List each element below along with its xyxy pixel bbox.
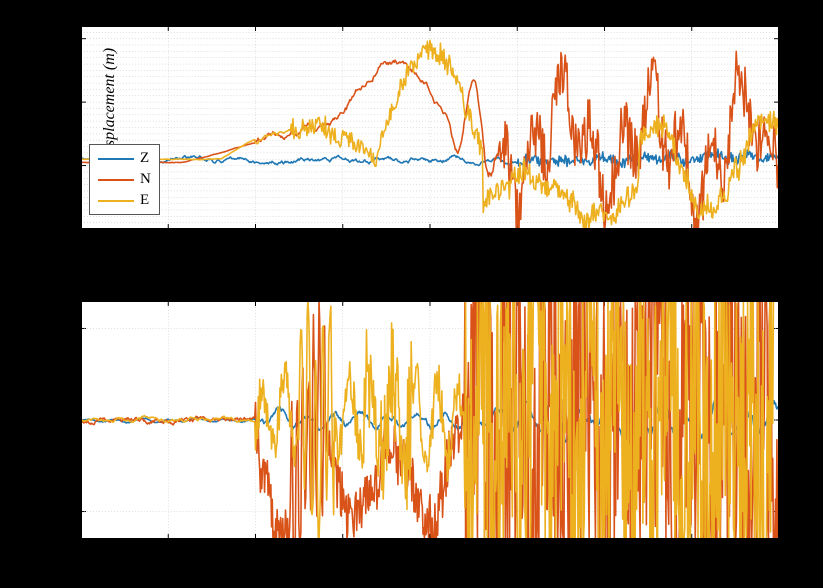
legend-label-z: Z bbox=[140, 150, 149, 167]
bottom-data-lines bbox=[81, 301, 779, 539]
legend-box: Z N E bbox=[89, 144, 160, 215]
legend-item-n: N bbox=[98, 169, 151, 190]
top-data-lines bbox=[81, 26, 779, 229]
ytick-top-2: 2 bbox=[58, 23, 74, 40]
xtick-200: 200 bbox=[427, 543, 450, 560]
legend-swatch-n bbox=[98, 179, 134, 181]
legend-item-z: Z bbox=[98, 148, 151, 169]
xlabel-bottom: Time (s) bbox=[386, 560, 438, 578]
ytick-bot-0: 0 bbox=[62, 394, 70, 411]
xtick-100: 100 bbox=[253, 543, 276, 560]
xtick-250: 250 bbox=[515, 543, 538, 560]
ytick-bot-2: 2 bbox=[62, 333, 70, 350]
bottom-chart-panel bbox=[80, 300, 780, 540]
xtick-400: 400 bbox=[766, 543, 789, 560]
ytick-top-1: 1 bbox=[58, 86, 66, 103]
ylabel-bottom: V/D bbox=[32, 389, 50, 415]
ytick-bot-n2: -2 bbox=[52, 455, 65, 472]
legend-label-n: N bbox=[140, 171, 151, 188]
xtick-0: 0 bbox=[76, 543, 84, 560]
top-chart-panel: Z N E bbox=[80, 25, 780, 230]
legend-item-e: E bbox=[98, 190, 151, 211]
ytick-top-0: 0 bbox=[58, 213, 66, 230]
legend-swatch-e bbox=[98, 200, 134, 202]
xtick-300: 300 bbox=[603, 543, 626, 560]
xtick-50: 50 bbox=[165, 543, 180, 560]
xtick-150: 150 bbox=[340, 543, 363, 560]
legend-swatch-z bbox=[98, 158, 134, 160]
xtick-350: 350 bbox=[690, 543, 713, 560]
legend-label-e: E bbox=[140, 192, 149, 209]
